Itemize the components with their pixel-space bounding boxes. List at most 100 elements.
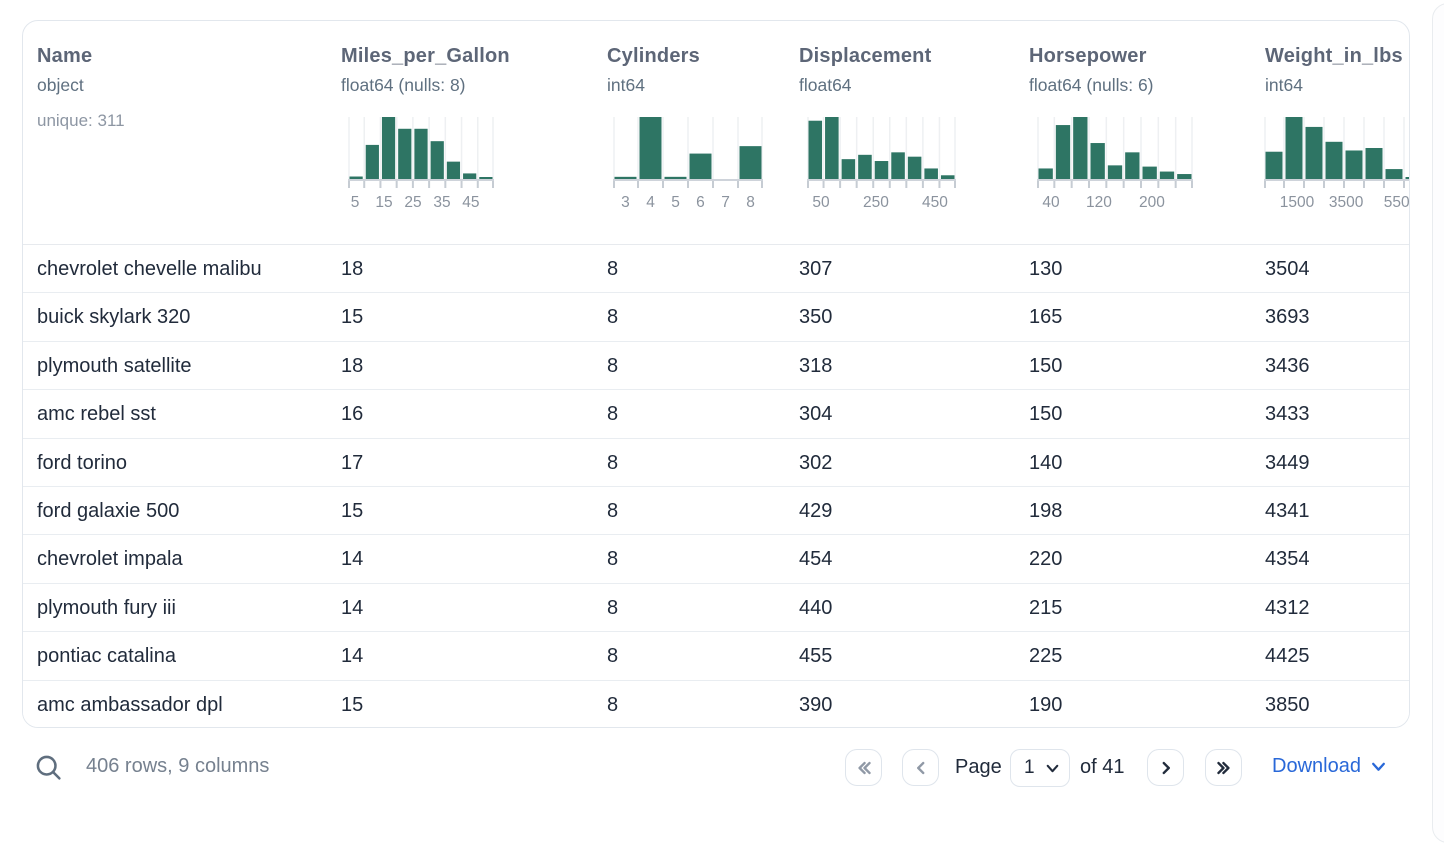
cell-value: 18	[341, 258, 364, 280]
cell-name: buick skylark 320	[37, 306, 191, 329]
last-page-button[interactable]	[1205, 749, 1242, 786]
svg-text:40: 40	[1042, 194, 1060, 210]
svg-text:5500: 5500	[1384, 194, 1410, 210]
cell-value: 225	[1029, 645, 1063, 668]
cell-value: 390	[799, 693, 833, 716]
cell-value: 8	[607, 258, 619, 280]
cell-name: plymouth fury iii	[37, 596, 176, 619]
table-row: chevrolet chevelle malibu 18 8 307 130 3504	[23, 245, 1409, 294]
cell-value: 16	[341, 403, 364, 426]
cell-value: 302	[799, 451, 833, 474]
cell-value: 4341	[1265, 499, 1310, 522]
cell-value: 3433	[1265, 403, 1310, 426]
cell-value: 190	[1029, 693, 1063, 716]
cell-value: 14	[341, 645, 364, 668]
cell-value: 15	[341, 693, 364, 716]
cell-value: 8	[607, 451, 619, 474]
total-pages-label: of 41	[1080, 756, 1125, 778]
cell-value: 440	[799, 596, 833, 619]
svg-text:45: 45	[462, 194, 479, 210]
cell-value: 140	[1029, 451, 1063, 474]
column-header-weight-in-lbs[interactable]: Weight_in_lbs int64	[1265, 45, 1403, 96]
cell-value: 14	[341, 596, 364, 619]
table-footer: 406 rows, 9 columns Page 1 of 41 Downloa…	[22, 740, 1410, 800]
cell-value: 3504	[1265, 258, 1310, 280]
table-row: pontiac catalina 14 8 455 225 4425	[23, 632, 1409, 681]
svg-text:5: 5	[671, 194, 680, 210]
cell-name: plymouth satellite	[37, 354, 192, 377]
svg-text:7: 7	[721, 194, 730, 210]
cell-value: 8	[607, 548, 619, 571]
table-row: plymouth satellite 18 8 318 150 3436	[23, 341, 1409, 391]
column-header-displacement[interactable]: Displacement float64	[799, 45, 931, 96]
svg-text:8: 8	[746, 194, 755, 210]
svg-text:15: 15	[375, 194, 392, 210]
column-title: Miles_per_Gallon	[341, 45, 510, 67]
cell-name: ford galaxie 500	[37, 499, 180, 522]
cell-name: amc ambassador dpl	[37, 693, 223, 716]
svg-text:250: 250	[863, 194, 889, 210]
cell-value: 8	[607, 693, 619, 716]
cell-value: 350	[799, 306, 833, 329]
column-header-miles-per-gallon[interactable]: Miles_per_Gallon float64 (nulls: 8)	[341, 45, 510, 96]
column-unique-count: unique: 311	[37, 111, 125, 130]
first-page-button[interactable]	[845, 749, 882, 786]
cell-value: 130	[1029, 258, 1063, 280]
cell-value: 165	[1029, 306, 1063, 329]
column-title: Horsepower	[1029, 45, 1147, 67]
cell-value: 3436	[1265, 354, 1310, 377]
adjacent-panel-edge	[1432, 3, 1444, 843]
histogram-weight-in-lbs[interactable]: 1500 3500 5500	[1264, 117, 1410, 215]
svg-text:120: 120	[1086, 194, 1112, 210]
table-row: plymouth fury iii 14 8 440 215 4312	[23, 583, 1409, 633]
cell-value: 3693	[1265, 306, 1310, 329]
cell-name: chevrolet impala	[37, 548, 183, 571]
column-header-horsepower[interactable]: Horsepower float64 (nulls: 6)	[1029, 45, 1154, 96]
histogram-miles-per-gallon[interactable]: 5 15 25 35 45	[348, 117, 494, 215]
column-header-name[interactable]: Name object unique: 311	[37, 45, 125, 131]
cell-value: 150	[1029, 354, 1063, 377]
cell-value: 8	[607, 499, 619, 522]
column-header-cylinders[interactable]: Cylinders int64	[607, 45, 700, 96]
table-row: buick skylark 320 15 8 350 165 3693	[23, 293, 1409, 342]
cell-value: 3850	[1265, 693, 1310, 716]
svg-text:450: 450	[922, 194, 948, 210]
cell-value: 215	[1029, 596, 1063, 619]
search-button[interactable]	[32, 752, 66, 786]
next-page-button[interactable]	[1147, 749, 1184, 786]
histogram-displacement[interactable]: 50 250 450	[807, 117, 956, 215]
table-row: chevrolet impala 14 8 454 220 4354	[23, 535, 1409, 584]
previous-page-button[interactable]	[902, 749, 939, 786]
chevrons-right-icon	[1216, 761, 1230, 774]
svg-text:1500: 1500	[1280, 194, 1315, 210]
chevron-right-icon	[1162, 761, 1170, 774]
cell-value: 8	[607, 403, 619, 426]
cell-name: ford torino	[37, 451, 128, 474]
svg-text:4: 4	[646, 194, 655, 210]
column-title: Cylinders	[607, 45, 700, 67]
svg-text:3: 3	[621, 194, 630, 210]
svg-text:35: 35	[433, 194, 450, 210]
cell-name: amc rebel sst	[37, 403, 156, 426]
cell-value: 454	[799, 548, 833, 571]
cell-value: 307	[799, 258, 833, 280]
table-header: Name object unique: 311 Miles_per_Gallon…	[23, 21, 1409, 245]
cell-value: 14	[341, 548, 364, 571]
page-select[interactable]: 1	[1010, 749, 1070, 787]
table-row: amc rebel sst 16 8 304 150 3433	[23, 390, 1409, 439]
svg-text:200: 200	[1139, 194, 1165, 210]
download-button[interactable]: Download	[1272, 755, 1388, 778]
histogram-horsepower[interactable]: 40 120 200	[1037, 117, 1193, 215]
chevron-down-icon	[1372, 762, 1385, 771]
chevron-left-icon	[916, 761, 924, 774]
cell-value: 220	[1029, 548, 1063, 571]
cell-value: 429	[799, 499, 833, 522]
cell-value: 8	[607, 354, 619, 377]
cell-value: 150	[1029, 403, 1063, 426]
table-body: chevrolet chevelle malibu 18 8 307 130 3504 bu…	[23, 245, 1409, 727]
chevron-down-icon	[1046, 764, 1059, 772]
page-label: Page	[955, 756, 1002, 778]
svg-text:5: 5	[351, 194, 360, 210]
table-row: amc ambassador dpl 15 8 390 190 3850	[23, 680, 1409, 727]
